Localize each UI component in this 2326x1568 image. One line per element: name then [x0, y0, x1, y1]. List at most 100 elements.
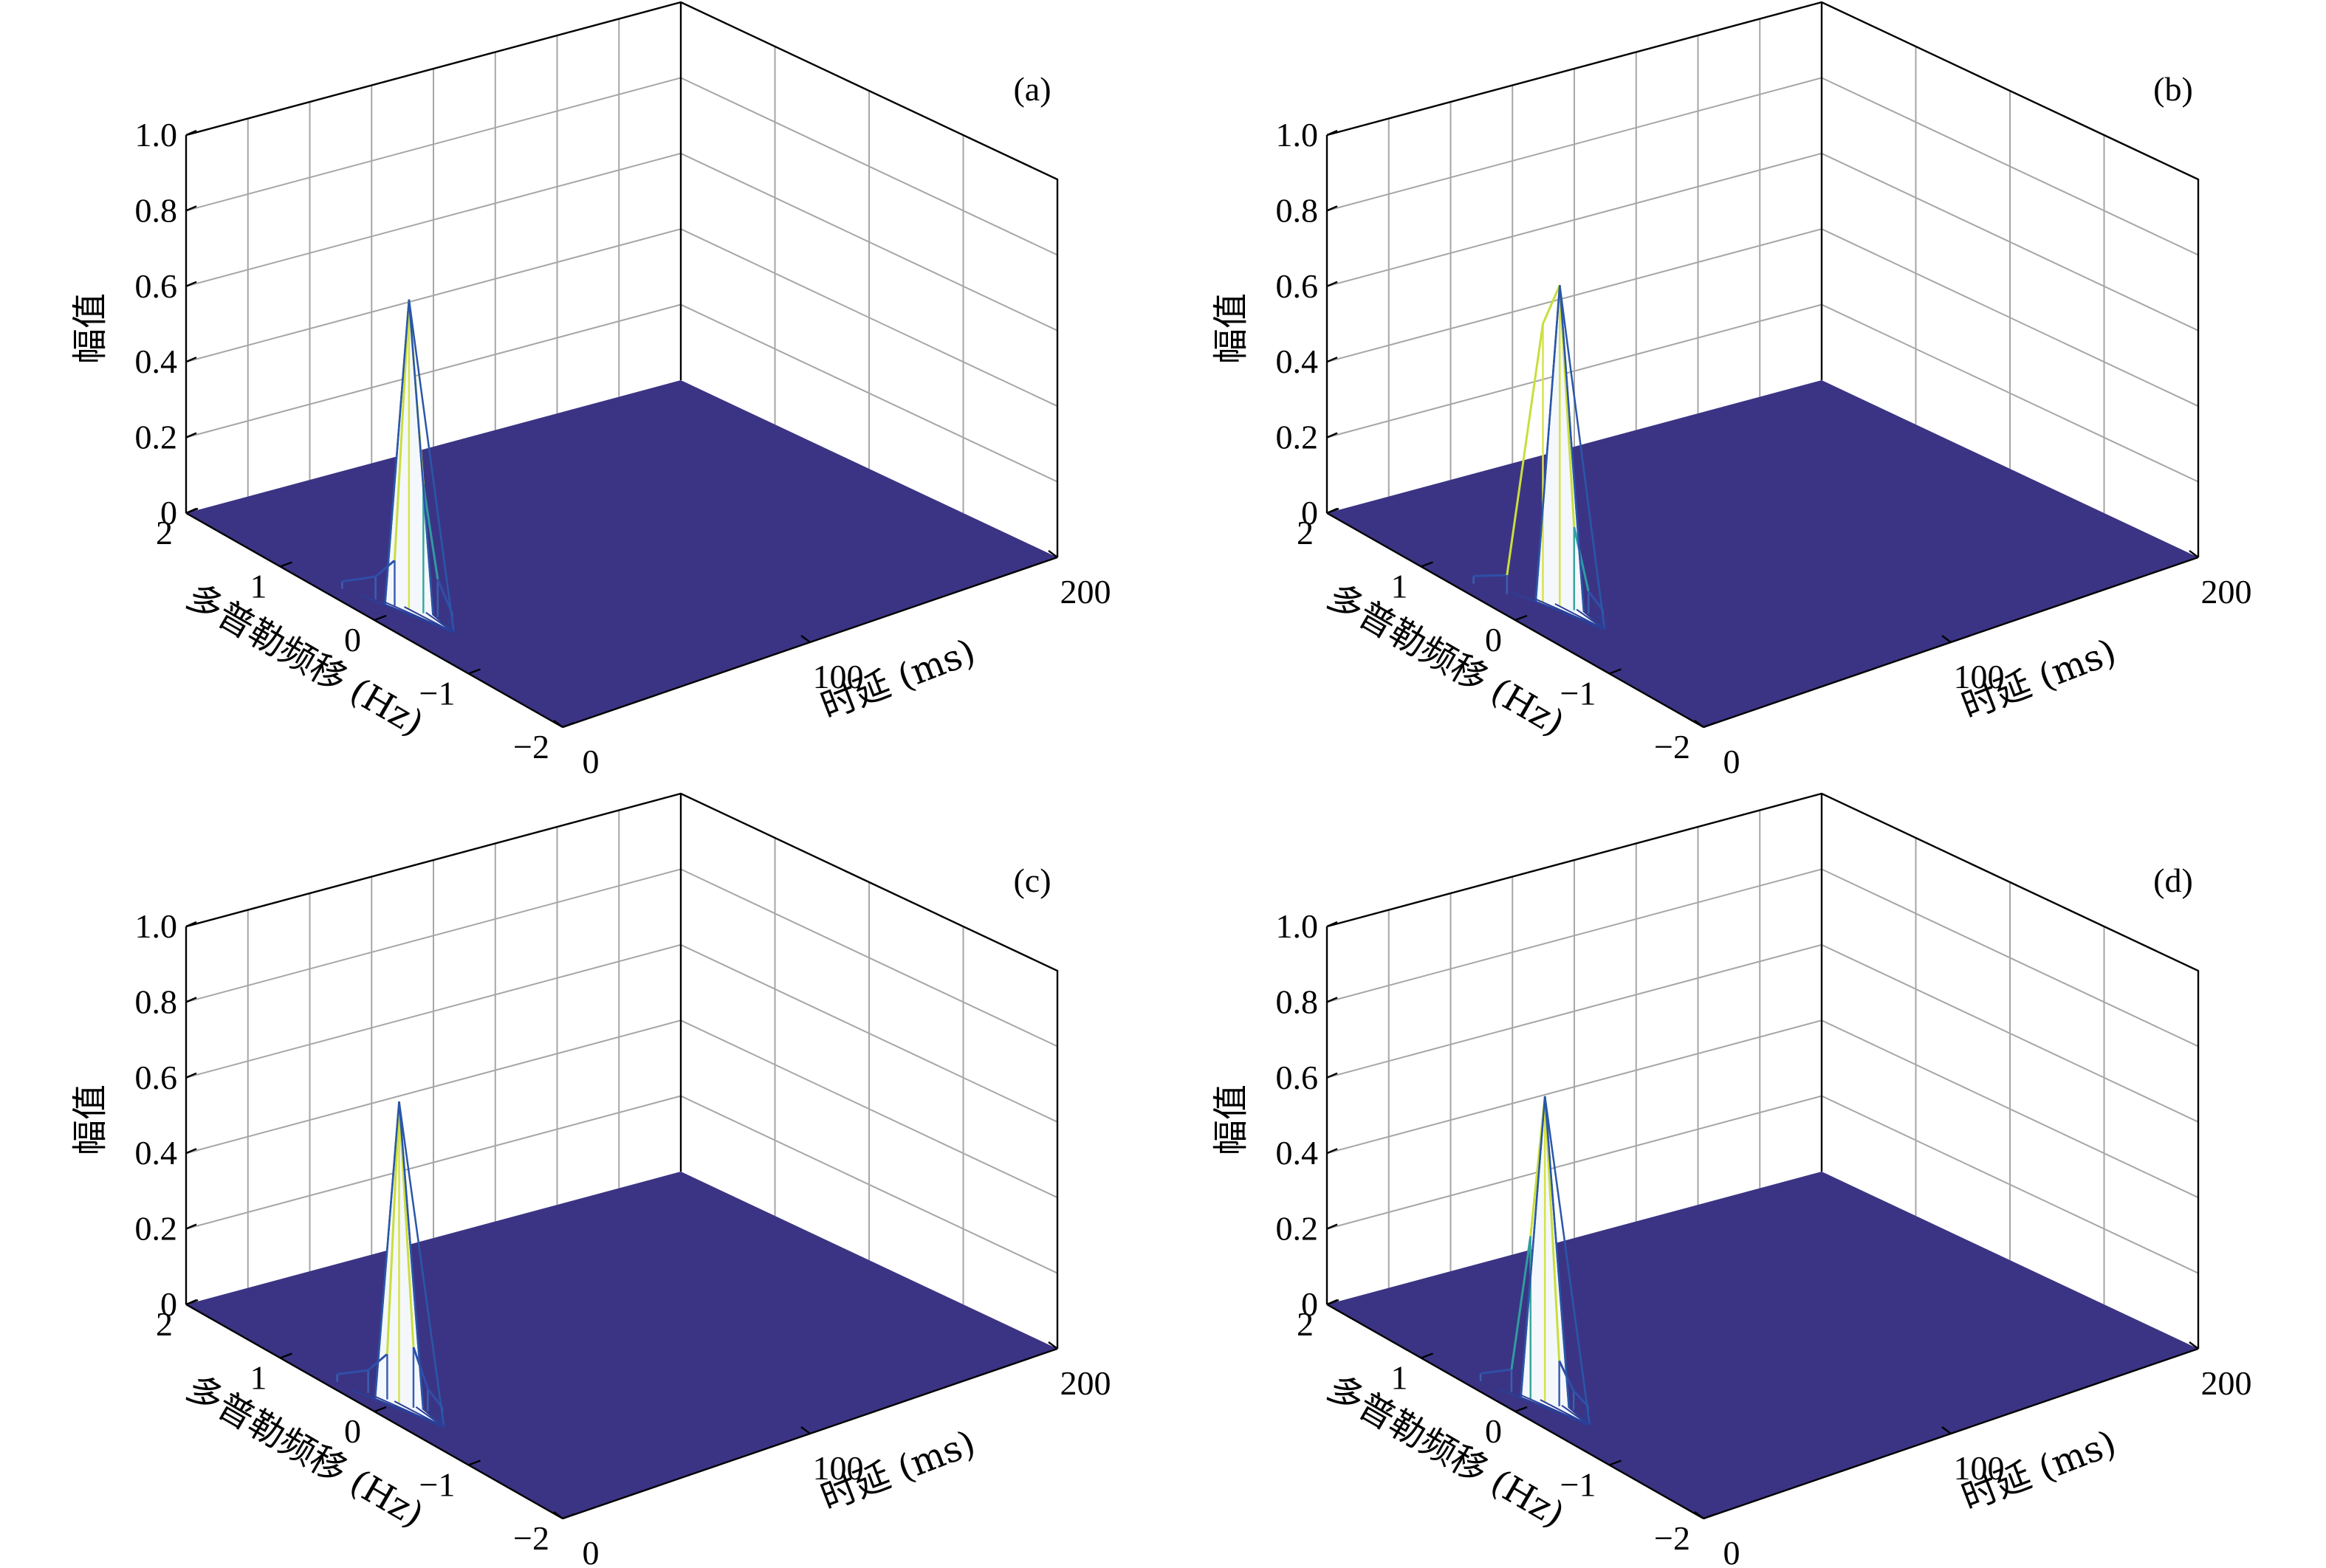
z-tick-label: 0	[160, 494, 177, 532]
z-tick-label: 0.2	[135, 1210, 178, 1248]
z-tick	[185, 997, 197, 1003]
z-tick-label: 0.8	[135, 983, 178, 1020]
peak-mesh-line	[374, 1101, 400, 1400]
doppler-tick	[468, 668, 481, 675]
peak-base-line	[394, 1400, 445, 1428]
peak-base-line	[415, 1406, 445, 1428]
box-top-edge	[185, 1, 1059, 557]
z-tick	[1326, 1223, 1338, 1230]
doppler-tick-label: −1	[419, 1466, 456, 1504]
peak-base-line	[436, 1412, 445, 1428]
peak-mesh-line	[398, 1101, 445, 1428]
peak-base-line	[1533, 597, 1605, 630]
doppler-tick	[1326, 507, 1339, 515]
surface-peak	[1472, 284, 1606, 630]
doppler-tick	[1421, 561, 1433, 568]
delay-tick-label: 200	[1060, 573, 1111, 611]
peak-mesh-line	[1520, 1096, 1546, 1398]
ridge-segment	[1573, 1390, 1589, 1407]
peak-mesh-line	[1543, 1096, 1570, 1408]
doppler-tick	[468, 1459, 481, 1466]
delay-tick	[1048, 1341, 1058, 1349]
peak-mesh-line	[398, 1101, 425, 1409]
z-tick-label: 1.0	[1276, 116, 1319, 154]
doppler-tick	[562, 721, 575, 729]
doppler-tick-label: −2	[513, 728, 549, 766]
doppler-tick	[1703, 1513, 1716, 1520]
z-tick-label: 0	[1301, 494, 1318, 532]
ridge-segment	[422, 484, 439, 580]
delay-tick-label: 200	[2201, 573, 2252, 611]
delay-tick	[2189, 550, 2199, 558]
panel-label: (a)	[1013, 70, 1051, 108]
z-axis-label: 幅值	[69, 293, 111, 364]
panel-d: 0 0.2 0.4 0.6 0.8 1.0 2 1 0 −1 −2 0 100 200 幅值 多普勒频移 (H…	[1141, 791, 2304, 1568]
delay-tick-label: 0	[1723, 743, 1740, 777]
ridge-segment	[337, 1369, 368, 1376]
peak-mesh-line	[408, 299, 455, 633]
peak-base-line	[1540, 1399, 1591, 1426]
peak-base-line	[1518, 1393, 1591, 1426]
panel-label: (b)	[2153, 70, 2193, 108]
delay-tick-label: 200	[2201, 1364, 2252, 1402]
z-tick	[185, 1223, 197, 1230]
delay-tick	[800, 1426, 811, 1434]
ridge-segment	[1573, 526, 1590, 592]
ridge-segment	[385, 1101, 400, 1355]
ridge-segment	[1480, 1368, 1512, 1375]
z-tick	[1326, 1148, 1338, 1155]
z-tick-label: 0.6	[1276, 1059, 1319, 1096]
z-tick	[1326, 997, 1338, 1003]
z-tick	[185, 1148, 197, 1155]
doppler-tick-label: 0	[344, 1412, 361, 1450]
z-tick	[185, 357, 197, 363]
delay-tick-label: 100	[813, 1449, 864, 1487]
doppler-tick-label: 1	[1391, 1359, 1408, 1397]
z-tick-label: 1.0	[135, 116, 178, 154]
doppler-tick	[562, 1513, 575, 1520]
ridge-segment	[1543, 1096, 1561, 1361]
doppler-tick	[185, 1299, 199, 1306]
delay-tick-label: 0	[583, 743, 600, 777]
doppler-tick-label: 0	[1485, 1412, 1502, 1450]
doppler-tick-label: 2	[1297, 514, 1314, 551]
peak-base-line	[1582, 1410, 1591, 1426]
delay-tick	[1048, 550, 1058, 558]
delay-tick-label: 200	[1060, 1364, 1111, 1402]
z-tick-label: 0.8	[135, 191, 178, 229]
delay-axis-label: 时延 (ms)	[1956, 631, 2121, 728]
z-tick	[1326, 432, 1338, 439]
doppler-tick-label: 2	[1297, 1305, 1314, 1343]
ridge-segment	[1510, 1236, 1532, 1370]
doppler-tick	[1514, 1406, 1528, 1413]
doppler-tick	[1421, 1352, 1433, 1359]
z-tick-label: 0	[160, 1285, 177, 1323]
delay-axis-label: 时延 (ms)	[815, 1423, 981, 1519]
peak-base-line	[1554, 603, 1605, 630]
surface-peak	[336, 1101, 445, 1428]
doppler-tick	[280, 561, 292, 568]
z-tick-label: 0.4	[1276, 343, 1319, 380]
z-tick-label: 0.2	[135, 419, 178, 456]
z-tick-label: 1.0	[1276, 907, 1319, 945]
peak-base-line	[382, 600, 455, 633]
ridge-segment	[1473, 574, 1507, 577]
panel-c: 0 0.2 0.4 0.6 0.8 1.0 2 1 0 −1 −2 0 100 200 幅值 多普勒频移 (H…	[0, 791, 1163, 1568]
peak-mesh-line	[1534, 285, 1561, 602]
z-tick	[1326, 357, 1338, 363]
delay-tick	[800, 635, 811, 643]
doppler-tick	[374, 614, 387, 622]
delay-tick-label: 100	[1954, 658, 2005, 695]
z-tick-label: 0.6	[135, 267, 178, 305]
peak-mesh-line	[1559, 285, 1585, 612]
box-top-edge	[1326, 792, 2200, 1349]
ridge-segment	[427, 1388, 444, 1409]
ridge-segment	[1506, 323, 1544, 576]
z-tick-label: 0.6	[1276, 267, 1319, 305]
z-axis-label: 幅值	[69, 1084, 111, 1155]
surface-floor	[1327, 380, 2198, 727]
ridge-segment	[374, 559, 396, 578]
